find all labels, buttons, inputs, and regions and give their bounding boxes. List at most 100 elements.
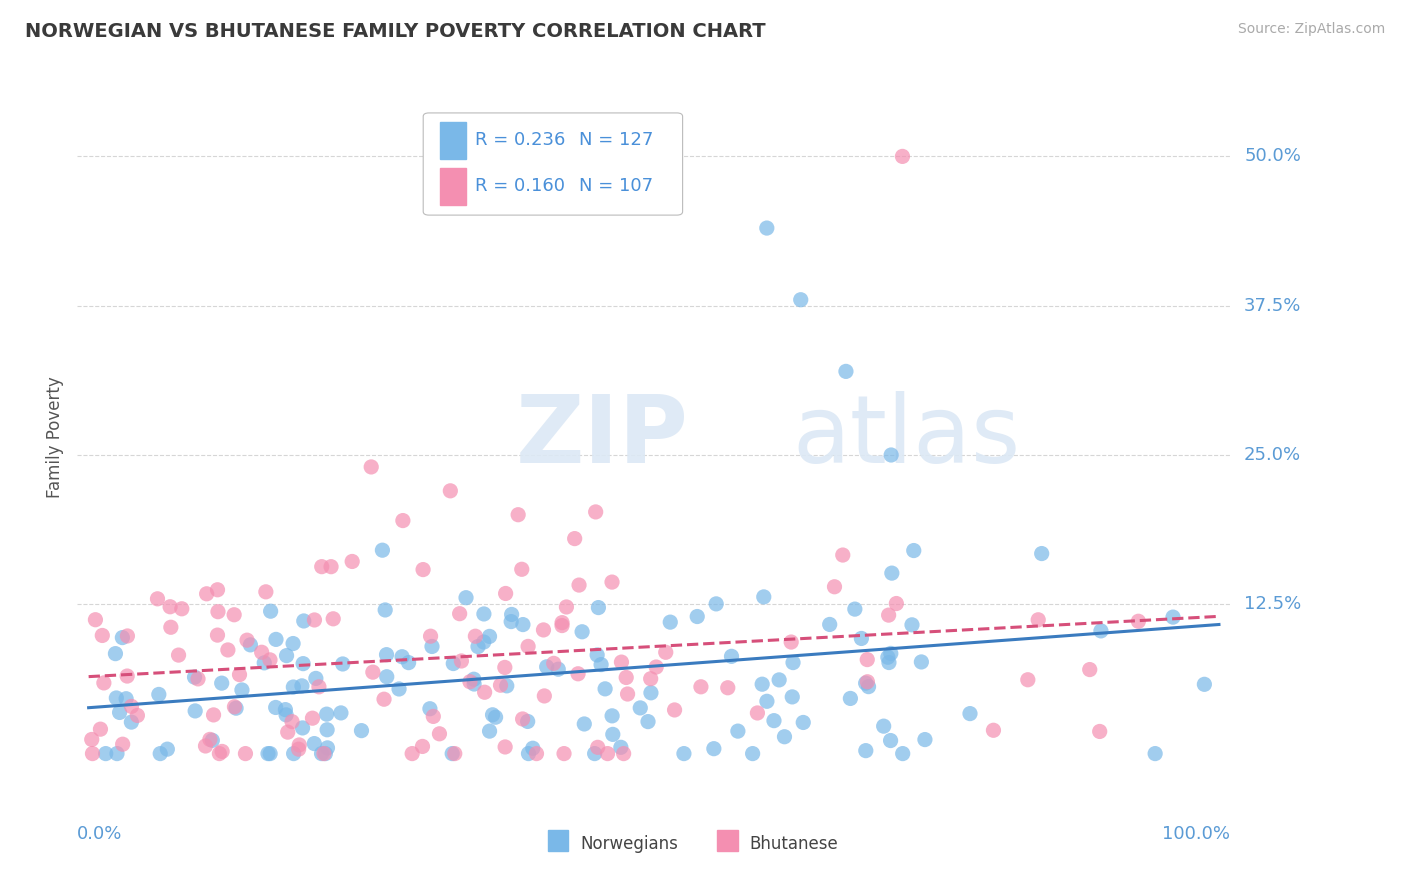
Point	[361, 665, 384, 680]
FancyBboxPatch shape	[423, 113, 683, 215]
Text: N = 127: N = 127	[579, 131, 654, 149]
Point	[780, 635, 803, 649]
Text: atlas: atlas	[792, 391, 1021, 483]
Point	[463, 677, 485, 691]
Point	[873, 719, 896, 733]
Point	[287, 742, 309, 756]
Point	[628, 701, 651, 715]
Point	[274, 703, 297, 717]
Point	[301, 711, 323, 725]
Point	[517, 640, 540, 654]
Point	[571, 624, 593, 639]
Point	[877, 608, 900, 623]
Point	[120, 699, 142, 714]
Point	[596, 747, 619, 761]
Point	[831, 548, 853, 562]
Point	[704, 597, 727, 611]
Point	[288, 738, 311, 752]
Point	[217, 643, 239, 657]
Point	[208, 747, 231, 761]
Point	[553, 747, 575, 761]
Point	[720, 649, 742, 664]
Point	[308, 680, 330, 694]
Point	[105, 747, 128, 761]
Point	[224, 699, 246, 714]
Point	[640, 672, 662, 686]
Point	[441, 657, 464, 671]
Text: Source: ZipAtlas.com: Source: ZipAtlas.com	[1237, 22, 1385, 37]
Point	[614, 671, 637, 685]
Point	[105, 690, 128, 705]
Point	[316, 723, 339, 737]
Point	[82, 747, 104, 761]
Point	[600, 709, 623, 723]
Bar	[548, 830, 568, 851]
Point	[703, 741, 725, 756]
Point	[441, 747, 464, 761]
Point	[281, 636, 304, 650]
Point	[818, 617, 841, 632]
Point	[495, 679, 517, 693]
Point	[375, 670, 398, 684]
Point	[773, 730, 796, 744]
Point	[111, 631, 134, 645]
Point	[104, 647, 127, 661]
Point	[84, 613, 107, 627]
Point	[591, 657, 613, 672]
Text: ZIP: ZIP	[516, 391, 689, 483]
Point	[522, 741, 544, 756]
Point	[536, 660, 558, 674]
Point	[880, 647, 903, 661]
Point	[856, 674, 879, 689]
Point	[717, 681, 740, 695]
Point	[419, 629, 441, 643]
Point	[1090, 624, 1112, 638]
Point	[585, 505, 607, 519]
Point	[876, 650, 898, 665]
Point	[117, 629, 139, 643]
Point	[254, 584, 277, 599]
Point	[983, 723, 1005, 738]
Point	[512, 617, 534, 632]
Point	[115, 691, 138, 706]
Text: 37.5%: 37.5%	[1244, 297, 1302, 315]
Point	[463, 672, 485, 686]
Point	[508, 508, 530, 522]
Point	[253, 656, 276, 670]
Point	[510, 562, 533, 576]
Point	[891, 747, 914, 761]
Point	[373, 692, 395, 706]
Point	[439, 483, 461, 498]
Point	[329, 706, 352, 720]
Point	[93, 676, 115, 690]
Point	[420, 640, 443, 654]
Point	[484, 710, 506, 724]
Point	[586, 648, 609, 662]
Point	[672, 747, 695, 761]
Point	[1144, 747, 1167, 761]
Point	[231, 683, 253, 698]
Point	[449, 607, 471, 621]
Point	[844, 602, 866, 616]
Point	[187, 672, 209, 686]
Point	[304, 737, 326, 751]
Point	[429, 727, 451, 741]
Point	[855, 744, 877, 758]
Point	[489, 678, 512, 692]
Point	[555, 599, 578, 614]
Point	[207, 605, 229, 619]
Point	[211, 744, 233, 758]
Point	[481, 707, 503, 722]
Point	[374, 603, 396, 617]
Point	[640, 686, 662, 700]
Point	[291, 679, 314, 693]
Point	[686, 609, 709, 624]
Point	[610, 655, 633, 669]
Point	[250, 645, 273, 659]
Point	[600, 575, 623, 590]
Point	[80, 732, 103, 747]
Point	[588, 600, 610, 615]
Point	[910, 655, 932, 669]
Point	[259, 604, 281, 618]
Point	[533, 623, 555, 637]
